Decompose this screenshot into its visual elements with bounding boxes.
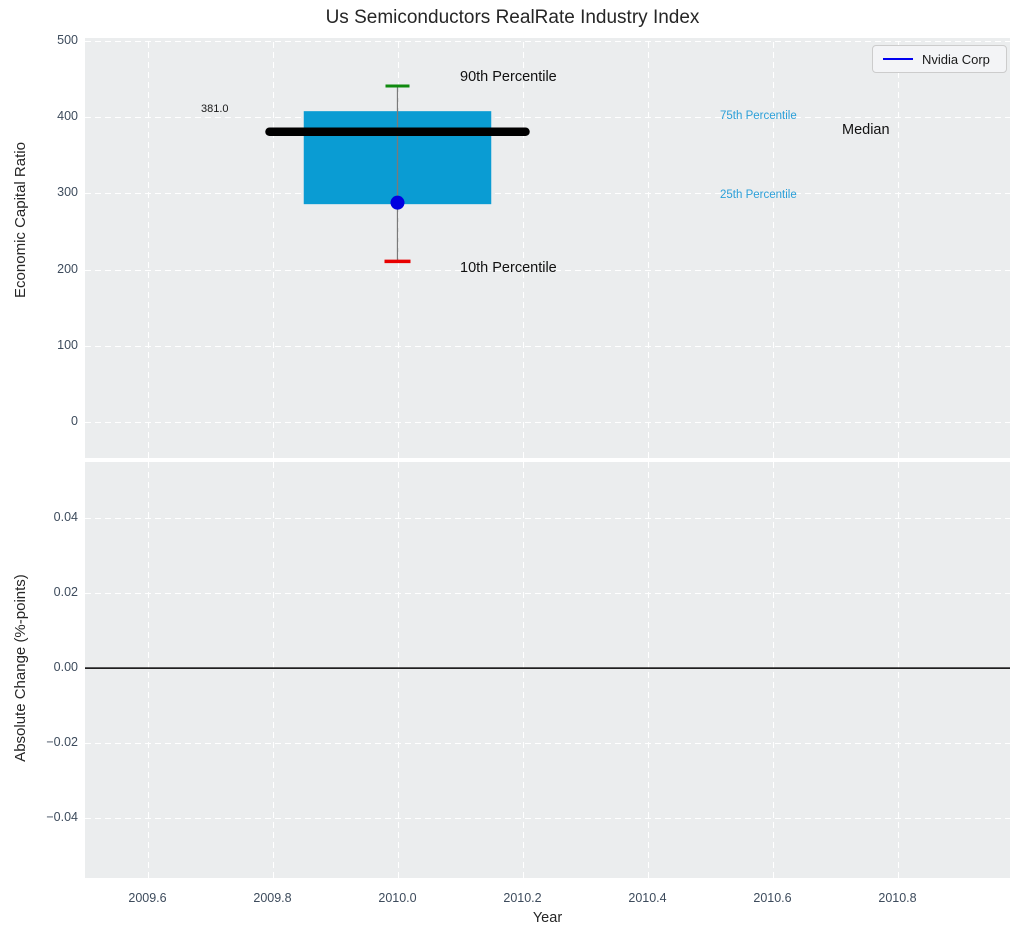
gridline-vertical [647, 38, 649, 458]
x-tick-label: 2009.8 [253, 891, 292, 905]
p10-annotation: 10th Percentile [460, 260, 557, 276]
gridline-vertical [397, 38, 399, 458]
legend: Nvidia Corp [872, 45, 1007, 73]
x-tick-label: 2010.0 [378, 891, 417, 905]
legend-label: Nvidia Corp [922, 51, 990, 67]
gridline-horizontal [85, 345, 1010, 347]
gridline-horizontal [85, 117, 1010, 119]
p75-annotation: 75th Percentile [720, 110, 797, 122]
y-tick-label: 0 [71, 414, 78, 429]
y-tick-label: 200 [57, 261, 78, 276]
top-plot-area [85, 38, 1010, 458]
x-tick-label: 2010.6 [753, 891, 792, 905]
gridline-vertical [647, 462, 649, 878]
gridline-vertical [522, 462, 524, 878]
gridline-vertical [147, 462, 149, 878]
y-tick-label: 300 [57, 185, 78, 200]
gridline-horizontal [85, 269, 1010, 271]
x-tick-label: 2009.6 [128, 891, 167, 905]
gridline-vertical [772, 462, 774, 878]
gridline-horizontal [85, 818, 1010, 820]
x-tick-label: 2010.8 [878, 891, 917, 905]
x-axis-label: Year [532, 910, 563, 926]
gridline-horizontal [85, 668, 1010, 670]
gridline-vertical [522, 38, 524, 458]
gridline-vertical [897, 462, 899, 878]
gridline-vertical [897, 38, 899, 458]
chart-title: Us Semiconductors RealRate Industry Inde… [325, 7, 700, 28]
y-tick-label: 0.00 [53, 660, 78, 675]
gridline-vertical [147, 38, 149, 458]
gridline-horizontal [85, 193, 1010, 195]
y-tick-label: −0.02 [46, 735, 78, 750]
y-tick-label: 400 [57, 109, 78, 124]
y-tick-label: −0.04 [46, 810, 78, 825]
gridline-vertical [272, 462, 274, 878]
y-tick-label: 0.02 [53, 585, 78, 600]
gridline-vertical [772, 38, 774, 458]
y-tick-label: 0.04 [53, 510, 78, 525]
gridline-vertical [272, 38, 274, 458]
p90-annotation: 90th Percentile [460, 69, 557, 85]
gridline-horizontal [85, 743, 1010, 745]
median-value-label: 381.0 [201, 103, 229, 115]
p25-annotation: 25th Percentile [720, 189, 797, 201]
x-tick-label: 2010.2 [503, 891, 542, 905]
gridline-vertical [397, 462, 399, 878]
gridline-horizontal [85, 593, 1010, 595]
gridline-horizontal [85, 422, 1010, 424]
y-tick-label: 500 [57, 33, 78, 48]
gridline-horizontal [85, 518, 1010, 520]
y-tick-label: 100 [57, 337, 78, 352]
median-annotation: Median [842, 122, 890, 138]
x-tick-label: 2010.4 [628, 891, 667, 905]
legend-line-sample [883, 58, 913, 60]
bottom-plot-area [85, 462, 1010, 878]
gridline-horizontal [85, 41, 1010, 43]
